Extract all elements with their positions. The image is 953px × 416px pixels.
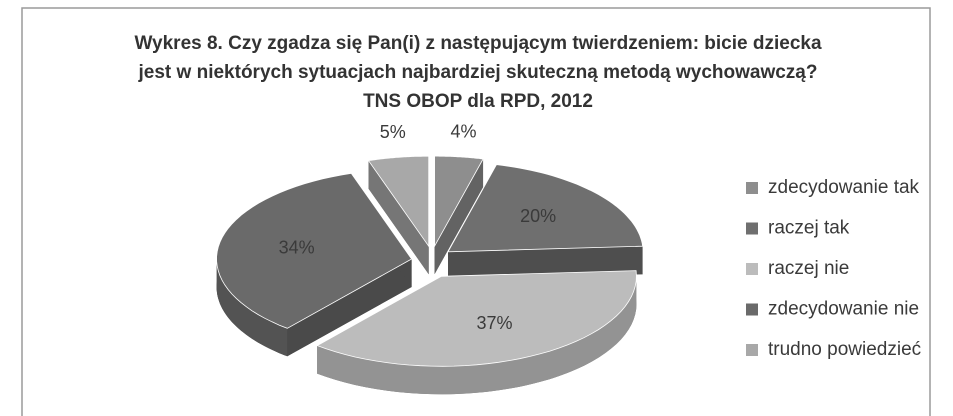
- legend-label: zdecydowanie tak: [768, 177, 920, 198]
- legend-swatch: [746, 222, 758, 235]
- slice: [367, 155, 430, 248]
- chart-title: TNS OBOP dla RPD, 2012: [363, 91, 593, 112]
- slice-wall: [216, 259, 288, 357]
- slice-side: [287, 259, 412, 357]
- slice-side: [448, 246, 643, 280]
- legend-swatch: [746, 303, 758, 316]
- chart-title: jest w niektórych sytuacjach najbardziej…: [138, 62, 818, 83]
- data-label: 4%: [450, 122, 476, 142]
- legend-label: trudno powiedzieć: [768, 339, 921, 360]
- slice: [316, 270, 637, 367]
- legend-label: raczej nie: [768, 258, 849, 279]
- data-label: 5%: [380, 122, 406, 142]
- slice-wall: [317, 276, 637, 395]
- slice-side: [434, 159, 484, 275]
- legend-label: raczej tak: [768, 218, 850, 239]
- slice-side: [368, 160, 429, 275]
- legend-swatch: [746, 263, 758, 275]
- data-label: 20%: [520, 206, 556, 226]
- data-label: 37%: [477, 313, 513, 333]
- legend-label: zdecydowanie nie: [768, 299, 919, 320]
- slice: [434, 155, 484, 248]
- legend-swatch: [746, 344, 758, 356]
- legend-swatch: [746, 182, 758, 194]
- chart-title: Wykres 8. Czy zgadza się Pan(i) z następ…: [134, 33, 822, 54]
- slice: [216, 172, 413, 329]
- slice: [447, 164, 644, 253]
- data-label: 34%: [279, 238, 315, 258]
